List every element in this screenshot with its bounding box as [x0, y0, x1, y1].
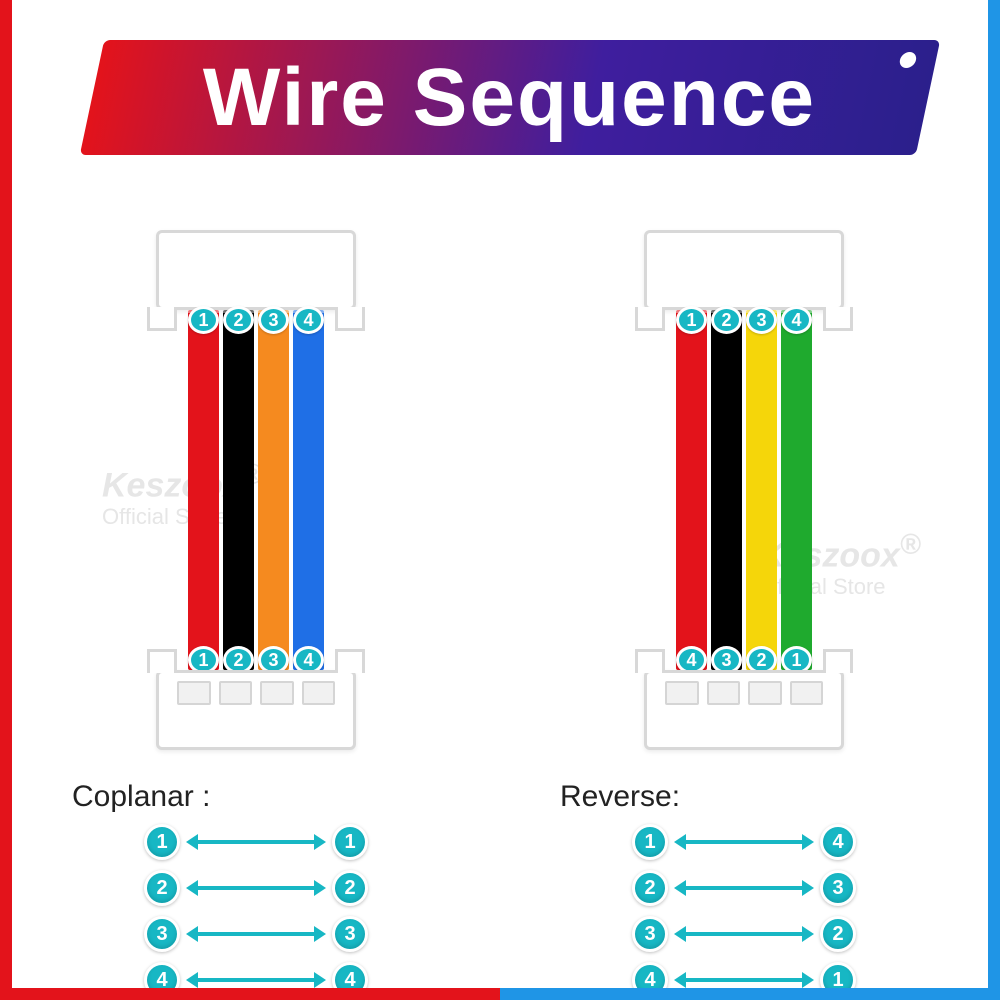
connector-clip-icon	[335, 307, 365, 331]
banner-dot-icon	[898, 52, 917, 68]
connector-top	[644, 230, 844, 310]
mapping-pair: 33	[144, 916, 368, 952]
double-arrow-icon	[196, 978, 316, 982]
mapping-to: 4	[332, 962, 368, 998]
pin-row-top: 1234	[188, 306, 324, 334]
connector-clip-icon	[823, 307, 853, 331]
wire	[258, 310, 289, 670]
mapping-from: 2	[144, 870, 180, 906]
mapping-pair: 41	[632, 962, 856, 998]
pin-row-top: 1234	[676, 306, 812, 334]
mapping-pair: 22	[144, 870, 368, 906]
mapping-from: 3	[144, 916, 180, 952]
double-arrow-icon	[196, 932, 316, 936]
infographic-frame: Wire Sequence Keszoox® Official Store 12…	[0, 0, 1000, 1000]
pin-badge: 4	[293, 306, 324, 334]
pin-badge: 2	[223, 306, 254, 334]
pin-badge: 3	[746, 306, 777, 334]
wire-bundle	[676, 310, 812, 670]
right-diagram: Keszoox® Official Store 1234 4321	[500, 200, 988, 780]
pin-badge: 1	[676, 306, 707, 334]
wire	[711, 310, 742, 670]
mapping-to: 2	[332, 870, 368, 906]
diagram-row: Keszoox® Official Store 1234 1234	[12, 200, 988, 780]
pin-badge: 1	[188, 306, 219, 334]
wire	[781, 310, 812, 670]
mapping-to: 1	[332, 824, 368, 860]
mapping-to: 1	[820, 962, 856, 998]
connector-bottom	[156, 670, 356, 750]
wire-bundle	[188, 310, 324, 670]
pin-badge: 4	[781, 306, 812, 334]
wire	[223, 310, 254, 670]
mapping-from: 3	[632, 916, 668, 952]
mapping-pair: 14	[632, 824, 856, 860]
mapping-label: Reverse:	[560, 780, 928, 814]
mapping-from: 1	[632, 824, 668, 860]
pin-badge: 3	[258, 306, 289, 334]
mapping-pair: 44	[144, 962, 368, 998]
mapping-left: Coplanar : 11223344	[12, 780, 500, 976]
double-arrow-icon	[196, 840, 316, 844]
mapping-pair: 32	[632, 916, 856, 952]
watermark-reg: ®	[900, 529, 921, 561]
connector-slots	[177, 681, 335, 705]
double-arrow-icon	[684, 978, 804, 982]
connector-top	[156, 230, 356, 310]
mapping-to: 2	[820, 916, 856, 952]
mapping-list: 14233241	[560, 824, 928, 998]
mapping-row: Coplanar : 11223344 Reverse: 14233241	[12, 780, 988, 976]
connector-clip-icon	[147, 307, 177, 331]
mapping-list: 11223344	[72, 824, 440, 998]
mapping-to: 3	[332, 916, 368, 952]
connector-clip-icon	[635, 307, 665, 331]
wire	[746, 310, 777, 670]
wire	[676, 310, 707, 670]
mapping-from: 4	[632, 962, 668, 998]
mapping-from: 1	[144, 824, 180, 860]
left-diagram: Keszoox® Official Store 1234 1234	[12, 200, 500, 780]
mapping-from: 4	[144, 962, 180, 998]
cable-assembly-right: 1234 4321	[644, 230, 844, 750]
pin-badge: 2	[711, 306, 742, 334]
cable-assembly-left: 1234 1234	[156, 230, 356, 750]
connector-clip-icon	[823, 649, 853, 673]
page-title: Wire Sequence	[203, 51, 816, 145]
mapping-right: Reverse: 14233241	[500, 780, 988, 976]
mapping-from: 2	[632, 870, 668, 906]
title-banner: Wire Sequence	[80, 40, 940, 155]
wire	[293, 310, 324, 670]
connector-clip-icon	[147, 649, 177, 673]
mapping-label: Coplanar :	[72, 780, 440, 814]
connector-slots	[665, 681, 823, 705]
double-arrow-icon	[684, 840, 804, 844]
double-arrow-icon	[684, 932, 804, 936]
wire	[188, 310, 219, 670]
double-arrow-icon	[684, 886, 804, 890]
connector-bottom	[644, 670, 844, 750]
mapping-to: 4	[820, 824, 856, 860]
mapping-to: 3	[820, 870, 856, 906]
double-arrow-icon	[196, 886, 316, 890]
mapping-pair: 23	[632, 870, 856, 906]
mapping-pair: 11	[144, 824, 368, 860]
connector-clip-icon	[335, 649, 365, 673]
connector-clip-icon	[635, 649, 665, 673]
